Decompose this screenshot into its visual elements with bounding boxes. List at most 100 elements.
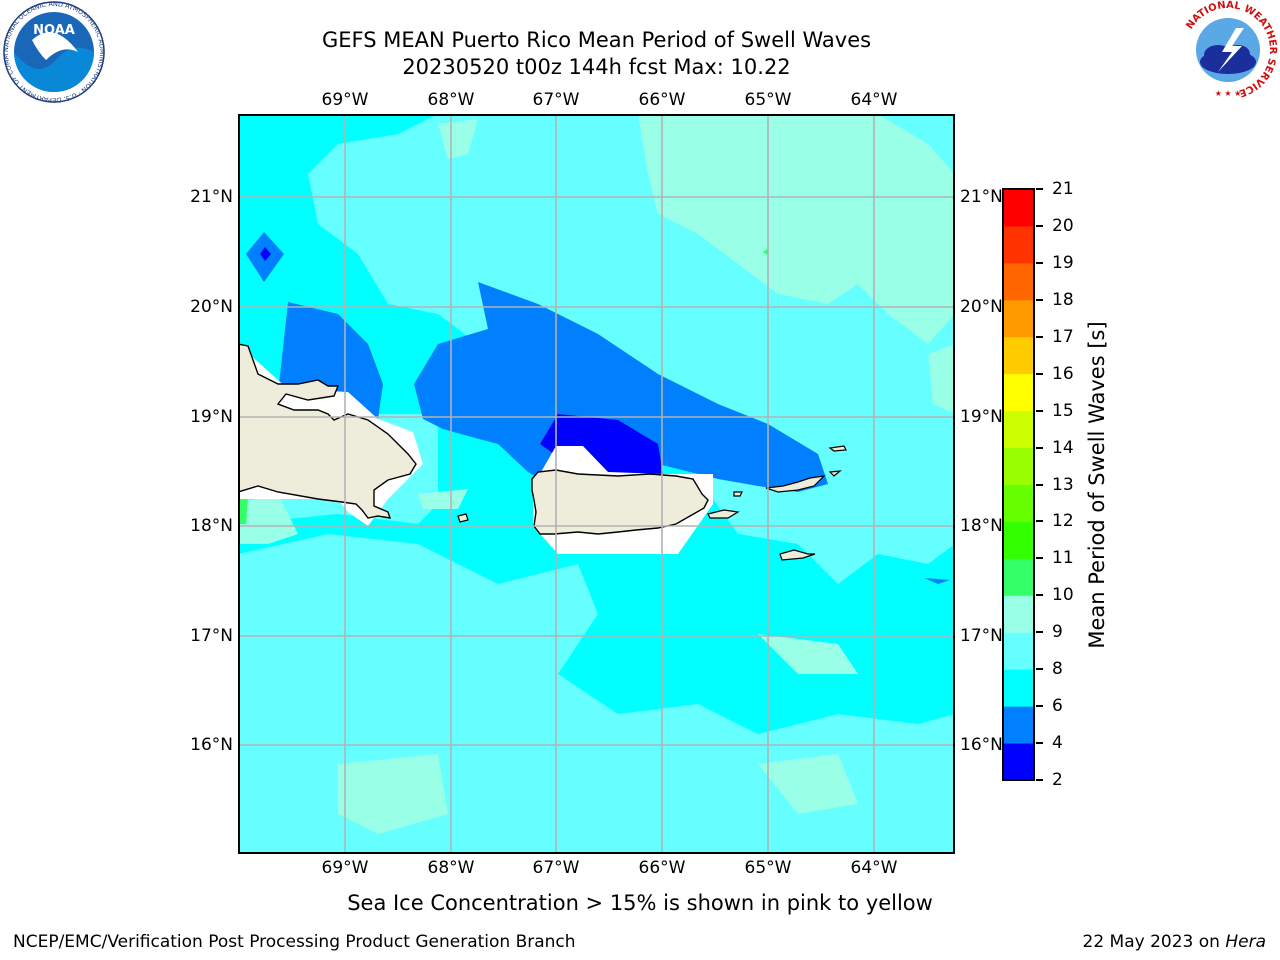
- lon-label-bottom: 64°W: [850, 858, 898, 878]
- sea-ice-note: Sea Ice Concentration > 15% is shown in …: [347, 891, 933, 915]
- lat-label-left: 21°N: [190, 187, 233, 207]
- map-grid: [238, 114, 955, 854]
- colorbar-tick-label: 9: [1052, 622, 1063, 643]
- chart-subtitle: 20230520 t00z 144h fcst Max: 10.22: [402, 55, 791, 79]
- lon-label-top: 69°W: [321, 90, 369, 110]
- svg-text:NOAA: NOAA: [33, 23, 75, 38]
- lat-label-right: 17°N: [960, 626, 1003, 646]
- land-st-croix: [779, 549, 816, 561]
- ocean-9-10-region: [638, 114, 955, 344]
- lat-label-right: 16°N: [960, 735, 1003, 755]
- footer-date: 22 May 2023 on Hera: [1083, 932, 1267, 952]
- colorbar-tick-mark: [1036, 520, 1043, 523]
- colorbar-tick-label: 18: [1052, 289, 1074, 310]
- lat-label-left: 16°N: [190, 735, 233, 755]
- land-vieques: [707, 509, 740, 519]
- lat-label-right: 19°N: [960, 407, 1003, 427]
- lat-label-right: 21°N: [960, 187, 1003, 207]
- colorbar-tick-label: 15: [1052, 400, 1074, 421]
- colorbar-tick-mark: [1036, 779, 1043, 781]
- land-virgin-islands: [765, 475, 826, 493]
- colorbar-tick-label: 19: [1052, 252, 1074, 273]
- colorbar-title: Mean Period of Swell Waves [s]: [1085, 321, 1109, 649]
- land-anegada: [828, 445, 847, 452]
- colorbar-tick-mark: [1036, 483, 1043, 486]
- lon-label-top: 68°W: [427, 90, 475, 110]
- colorbar-tick-label: 4: [1052, 733, 1063, 754]
- colorbar-bin: [1003, 225, 1034, 264]
- colorbar-tick-label: 11: [1052, 548, 1074, 569]
- lon-label-bottom: 67°W: [532, 858, 580, 878]
- colorbar-tick-label: 6: [1052, 696, 1063, 717]
- lon-label-top: 65°W: [744, 90, 792, 110]
- colorbar-bin: [1003, 410, 1034, 449]
- colorbar-tick-label: 20: [1052, 215, 1074, 236]
- colorbar-bin: [1003, 558, 1034, 596]
- colorbar-tick-label: 12: [1052, 511, 1074, 532]
- lat-label-right: 18°N: [960, 516, 1003, 536]
- colorbar-bin: [1003, 632, 1034, 670]
- ocean-9-10-region: [418, 489, 468, 509]
- ocean-9-10-region: [238, 494, 298, 544]
- lat-label-left: 20°N: [190, 297, 233, 317]
- colorbar-bin: [1003, 595, 1034, 633]
- lon-label-top: 67°W: [532, 90, 580, 110]
- colorbar-tick-label: 13: [1052, 474, 1074, 495]
- ocean-4-6-region: [414, 282, 828, 492]
- colorbar-bin: [1003, 521, 1034, 559]
- ocean-9-10-region: [758, 754, 858, 814]
- lat-label-left: 19°N: [190, 407, 233, 427]
- chart-title: GEFS MEAN Puerto Rico Mean Period of Swe…: [321, 28, 872, 52]
- lon-label-bottom: 68°W: [427, 858, 475, 878]
- ocean-4-6-region: [924, 578, 950, 584]
- colorbar-bin: [1003, 743, 1034, 781]
- colorbar-bin: [1003, 706, 1034, 744]
- colorbar-tick-label: 21: [1052, 179, 1074, 199]
- ocean-2-4-region: [260, 247, 271, 261]
- colorbar-tick-mark: [1036, 446, 1043, 449]
- footer-host: Hera: [1225, 932, 1266, 952]
- map-panel: [238, 114, 955, 854]
- lat-label-left: 17°N: [190, 626, 233, 646]
- footer-date-text: 22 May 2023 on: [1082, 932, 1220, 952]
- ocean-9-10-region: [438, 119, 478, 159]
- colorbar-tick-label: 14: [1052, 437, 1074, 458]
- ocean-9-10-region: [928, 344, 955, 414]
- footer-branch: NCEP/EMC/Verification Post Processing Pr…: [13, 932, 576, 952]
- colorbar-tick-label: 10: [1052, 585, 1074, 606]
- land-hispaniola: [238, 343, 417, 519]
- colorbar-tick-mark: [1036, 224, 1043, 227]
- colorbar-tick-mark: [1036, 668, 1043, 671]
- lon-label-top: 64°W: [850, 90, 898, 110]
- colorbar-tick-mark: [1036, 298, 1043, 301]
- ocean-9-10-region: [758, 634, 858, 674]
- colorbar-bin: [1003, 189, 1034, 227]
- colorbar-tick-mark: [1036, 335, 1043, 338]
- nws-logo: NATIONAL WEATHER SERVICE ★ ★ ★: [1180, 0, 1278, 98]
- colorbar-tick-mark: [1036, 188, 1043, 190]
- colorbar-bin: [1003, 373, 1034, 412]
- lon-label-bottom: 65°W: [744, 858, 792, 878]
- colorbar-tick-mark: [1036, 557, 1043, 560]
- colorbar-tick-mark: [1036, 409, 1043, 412]
- colorbar-bin: [1003, 669, 1034, 707]
- land-mona-island: [457, 513, 469, 523]
- lat-label-left: 18°N: [190, 516, 233, 536]
- colorbar-tick-label: 8: [1052, 659, 1063, 680]
- colorbar-tick-mark: [1036, 372, 1043, 375]
- colorbar-bin: [1003, 299, 1034, 338]
- colorbar-tick-mark: [1036, 261, 1043, 264]
- lon-label-bottom: 69°W: [321, 858, 369, 878]
- colorbar-tick-mark: [1036, 705, 1043, 708]
- colorbar-bin: [1003, 336, 1034, 375]
- colorbar-tick-mark: [1036, 594, 1043, 597]
- colorbar-tick-mark: [1036, 742, 1043, 745]
- lon-label-top: 66°W: [638, 90, 686, 110]
- lat-label-right: 20°N: [960, 297, 1003, 317]
- svg-text:★ ★ ★: ★ ★ ★: [1215, 89, 1242, 98]
- land-culebra: [733, 491, 743, 497]
- colorbar-bin: [1003, 447, 1034, 485]
- colorbar-tick-label: 17: [1052, 326, 1074, 347]
- colorbar-bin: [1003, 262, 1034, 301]
- colorbar-tick-label: 2: [1052, 770, 1063, 790]
